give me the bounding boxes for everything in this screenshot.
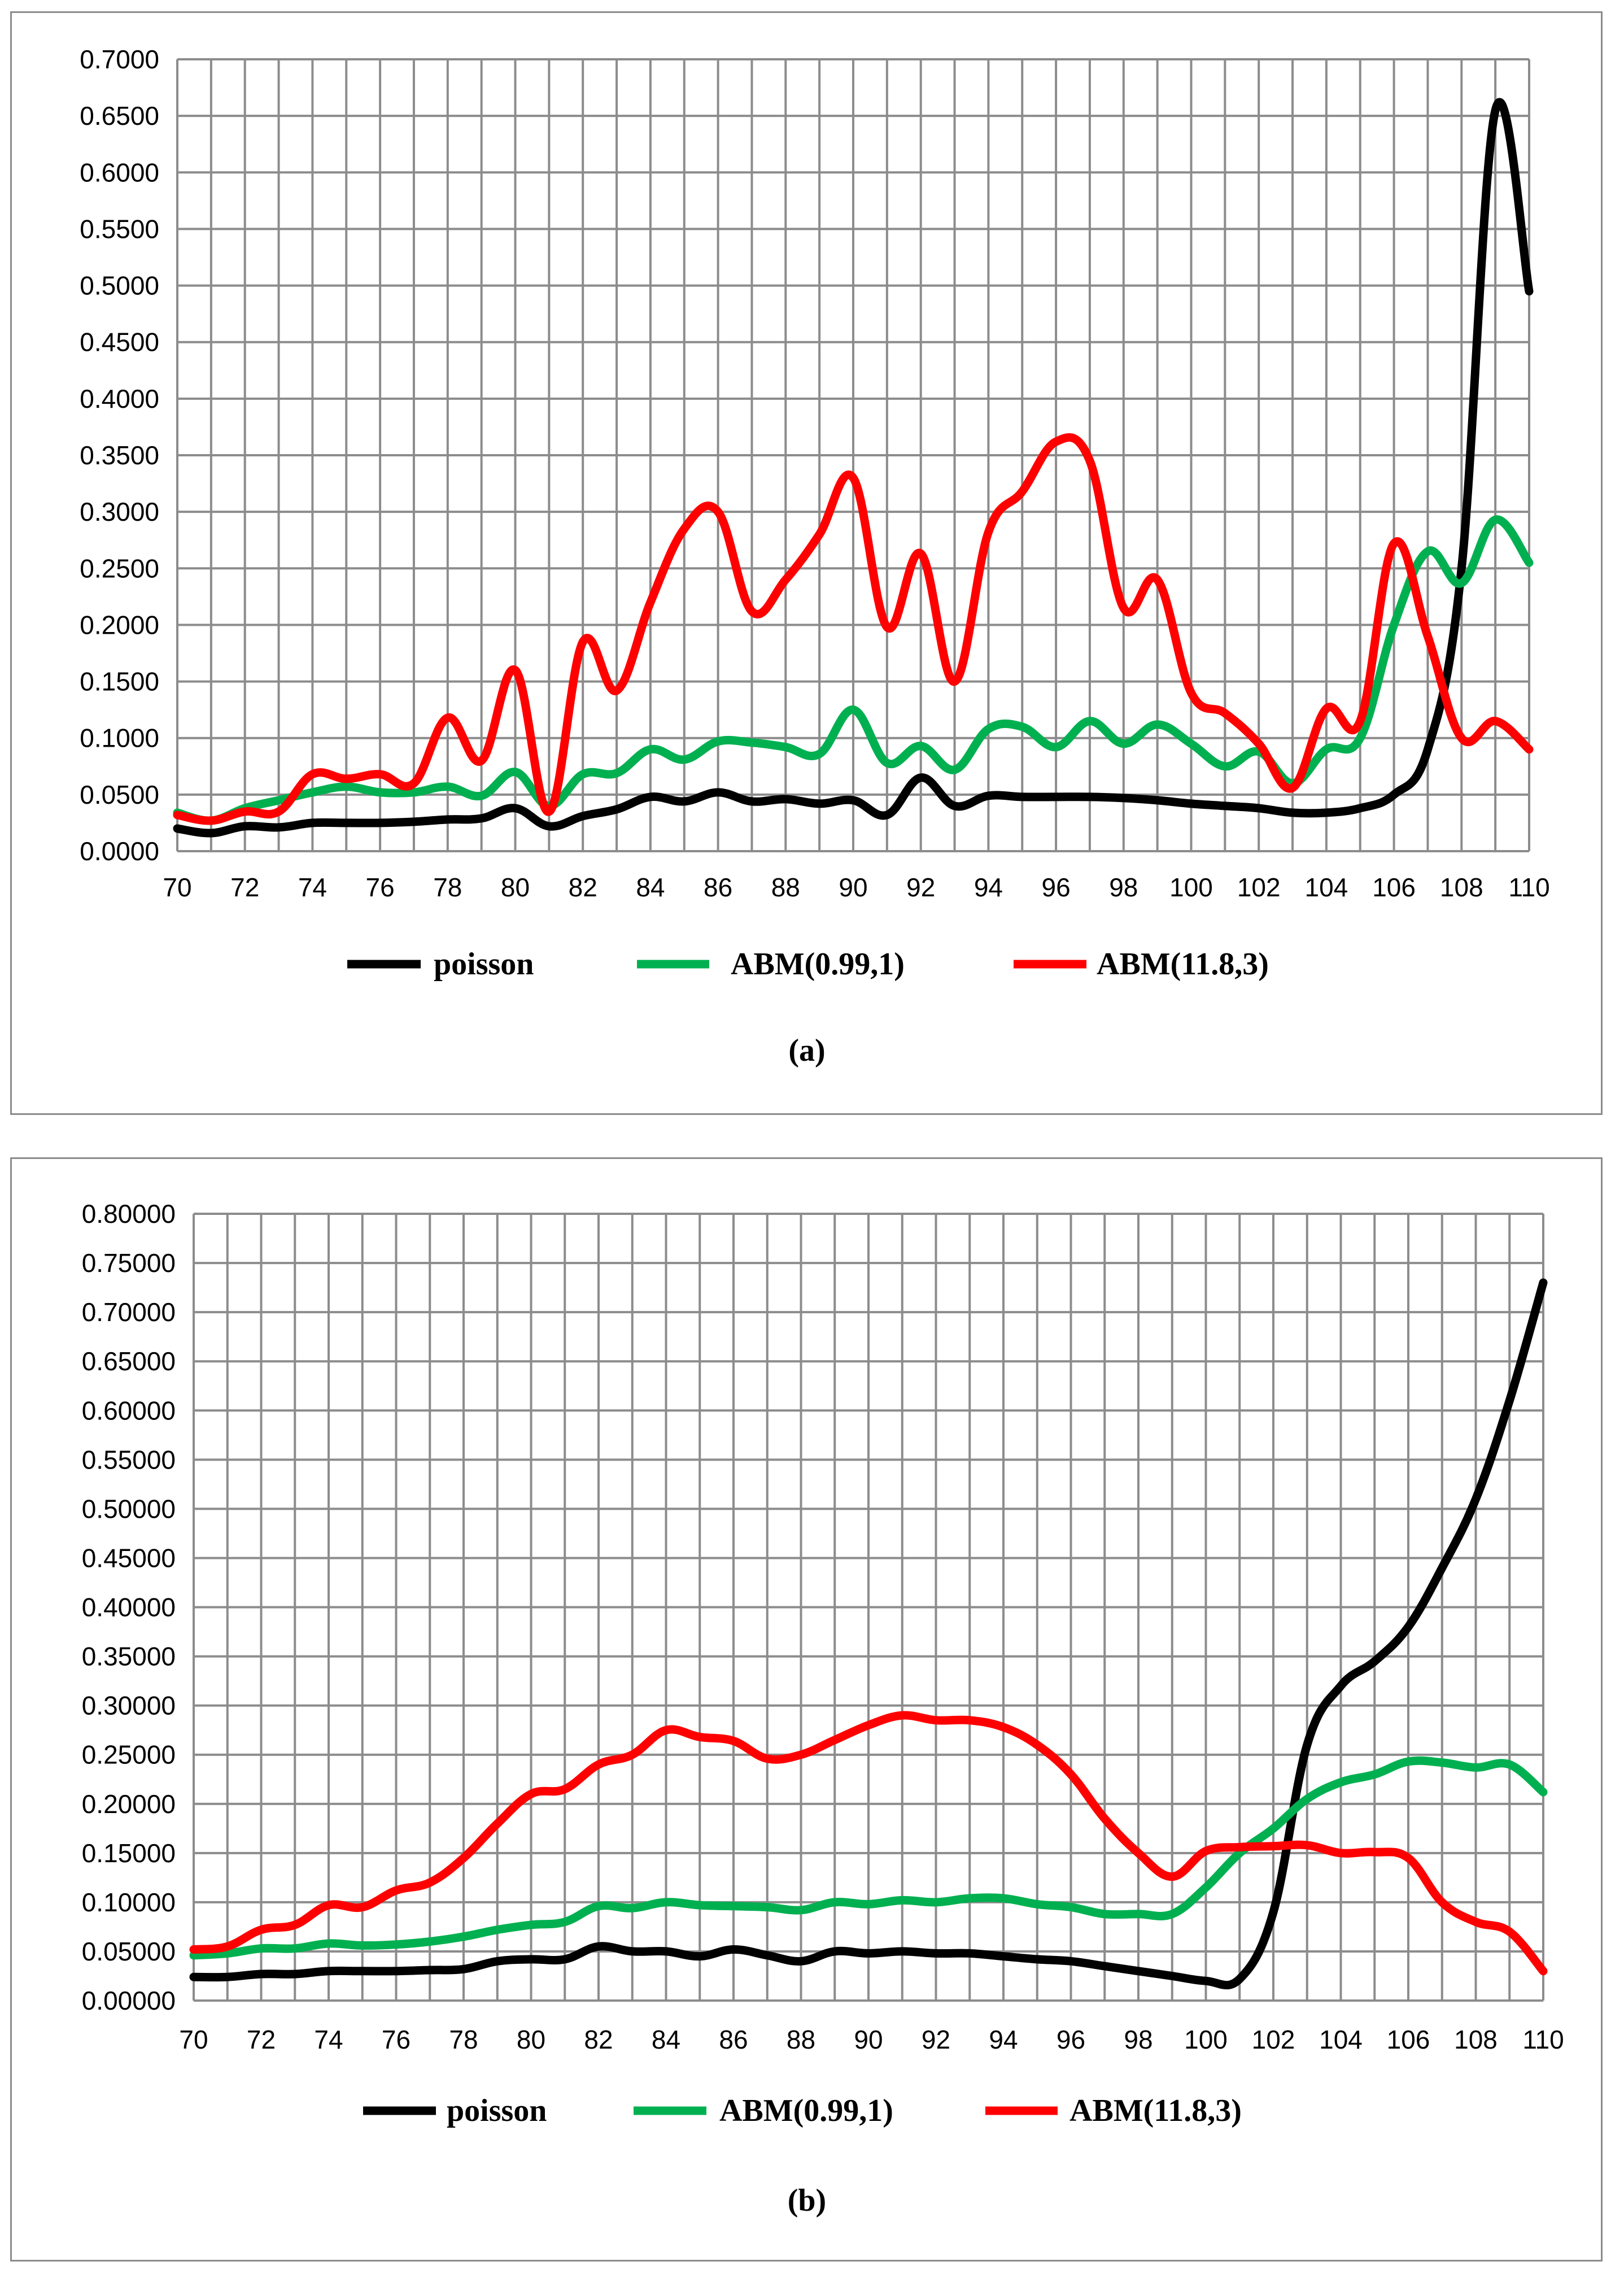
x-tick-label: 72 <box>247 2025 276 2054</box>
legend-label-abm-11-8-3: ABM(11.8,3) <box>1097 947 1269 982</box>
x-tick-label: 88 <box>787 2025 815 2054</box>
chart-b: 0.00000 0.05000 0.10000 0.15000 0.20000 0.250… <box>82 1199 1564 2218</box>
y-tick-label: 0.80000 <box>82 1199 176 1228</box>
x-tick-label: 108 <box>1440 873 1483 902</box>
legend-label-abm-0-99-1: ABM(0.99,1) <box>731 947 905 982</box>
series-line-poisson <box>173 98 1534 838</box>
x-tick-label: 80 <box>517 2025 545 2054</box>
legend: poisson ABM(0.99,1) ABM(11.8,3) <box>347 947 1269 982</box>
y-tick-label: 0.60000 <box>82 1396 176 1425</box>
x-tick-label: 102 <box>1237 873 1281 902</box>
series-line-abm-11-8-3 <box>189 1711 1548 1976</box>
y-tick-label: 0.5500 <box>80 214 159 243</box>
chart-panel-b: 0.00000 0.05000 0.10000 0.15000 0.20000 0.250… <box>10 1157 1603 2262</box>
y-tick-label: 0.75000 <box>82 1248 176 1278</box>
legend-label-abm-0-99-1: ABM(0.99,1) <box>719 2093 893 2128</box>
x-tick-label: 106 <box>1372 873 1416 902</box>
x-tick-label: 74 <box>298 873 327 902</box>
x-tick-label: 92 <box>906 873 935 902</box>
legend-label-poisson: poisson <box>434 947 534 982</box>
x-tick-label: 82 <box>569 873 597 902</box>
y-tick-label: 0.3500 <box>80 441 159 470</box>
y-tick-label: 0.70000 <box>82 1297 176 1327</box>
y-tick-label: 0.1000 <box>80 724 159 753</box>
gridlines <box>193 1213 1544 2002</box>
chart-panel-a: 0.0000 0.0500 0.1000 0.1500 0.2000 0.2500 0.30… <box>10 11 1603 1115</box>
x-tick-label: 104 <box>1305 873 1348 902</box>
series-line-abm-11-8-3 <box>173 433 1534 825</box>
y-tick-label: 0.05000 <box>82 1937 176 1966</box>
x-tick-label: 78 <box>449 2025 478 2054</box>
y-tick-label: 0.55000 <box>82 1445 176 1474</box>
x-tick-label: 78 <box>433 873 462 902</box>
x-tick-label: 94 <box>989 2025 1018 2054</box>
x-tick-label: 96 <box>1042 873 1071 902</box>
x-tick-label: 106 <box>1387 2025 1430 2054</box>
x-tick-label: 80 <box>501 873 530 902</box>
x-tick-label: 110 <box>1522 2025 1564 2054</box>
y-tick-label: 0.65000 <box>82 1347 176 1376</box>
y-tick-label: 0.4500 <box>80 328 159 357</box>
x-tick-label: 76 <box>382 2025 411 2054</box>
x-tick-label: 76 <box>366 873 395 902</box>
legend: poisson ABM(0.99,1) ABM(11.8,3) <box>363 2093 1242 2128</box>
y-tick-label: 0.40000 <box>82 1593 176 1622</box>
y-tick-label: 0.30000 <box>82 1691 176 1720</box>
x-tick-label: 72 <box>230 873 259 902</box>
x-tick-label: 84 <box>636 873 665 902</box>
x-tick-label: 96 <box>1057 2025 1085 2054</box>
legend-label-abm-11-8-3: ABM(11.8,3) <box>1069 2093 1242 2128</box>
series-line-abm-0-99-1 <box>189 1756 1548 1960</box>
y-tick-label: 0.7000 <box>80 45 159 74</box>
x-tick-label: 82 <box>584 2025 613 2054</box>
x-tick-label: 92 <box>922 2025 950 2054</box>
y-tick-label: 0.6500 <box>80 101 159 130</box>
y-tick-label: 0.5000 <box>80 271 159 300</box>
x-tick-label: 86 <box>719 2025 748 2054</box>
y-tick-label: 0.50000 <box>82 1494 176 1523</box>
x-tick-label: 88 <box>771 873 800 902</box>
y-tick-label: 0.4000 <box>80 384 159 413</box>
legend-label-poisson: poisson <box>447 2093 547 2128</box>
x-tick-label: 108 <box>1454 2025 1498 2054</box>
y-tick-label: 0.00000 <box>82 1986 176 2015</box>
y-tick-label: 0.15000 <box>82 1838 176 1868</box>
x-tick-label: 104 <box>1319 2025 1363 2054</box>
y-tick-label: 0.10000 <box>82 1888 176 1917</box>
y-tick-label: 0.2500 <box>80 554 159 583</box>
y-tick-label: 0.6000 <box>80 158 159 187</box>
gridlines <box>176 58 1530 852</box>
series-line-abm-0-99-1 <box>173 515 1534 825</box>
y-tick-label: 0.20000 <box>82 1789 176 1819</box>
panel-label: (a) <box>788 1033 825 1068</box>
y-tick-label: 0.35000 <box>82 1642 176 1671</box>
x-tick-label: 90 <box>839 873 867 902</box>
x-tick-label: 84 <box>652 2025 680 2054</box>
x-tick-label: 98 <box>1109 873 1138 902</box>
x-tick-label: 86 <box>704 873 732 902</box>
y-tick-label: 0.3000 <box>80 497 159 526</box>
y-tick-label: 0.25000 <box>82 1740 176 1770</box>
y-tick-label: 0.45000 <box>82 1543 176 1572</box>
x-tick-label: 70 <box>163 873 191 902</box>
x-tick-label: 90 <box>854 2025 883 2054</box>
x-tick-label: 74 <box>314 2025 343 2054</box>
y-tick-label: 0.0000 <box>80 836 159 866</box>
x-tick-label: 98 <box>1124 2025 1152 2054</box>
x-tick-label: 100 <box>1169 873 1213 902</box>
y-tick-label: 0.1500 <box>80 667 159 696</box>
series-line-poisson <box>189 1278 1548 1990</box>
chart-a: 0.0000 0.0500 0.1000 0.1500 0.2000 0.2500 0.30… <box>80 45 1549 1068</box>
panel-label: (b) <box>788 2183 826 2218</box>
y-tick-label: 0.0500 <box>80 780 159 809</box>
x-tick-label: 94 <box>974 873 1003 902</box>
x-tick-label: 100 <box>1184 2025 1228 2054</box>
x-tick-label: 110 <box>1508 873 1549 902</box>
x-tick-label: 70 <box>179 2025 208 2054</box>
y-tick-label: 0.2000 <box>80 610 159 639</box>
x-tick-label: 102 <box>1252 2025 1295 2054</box>
